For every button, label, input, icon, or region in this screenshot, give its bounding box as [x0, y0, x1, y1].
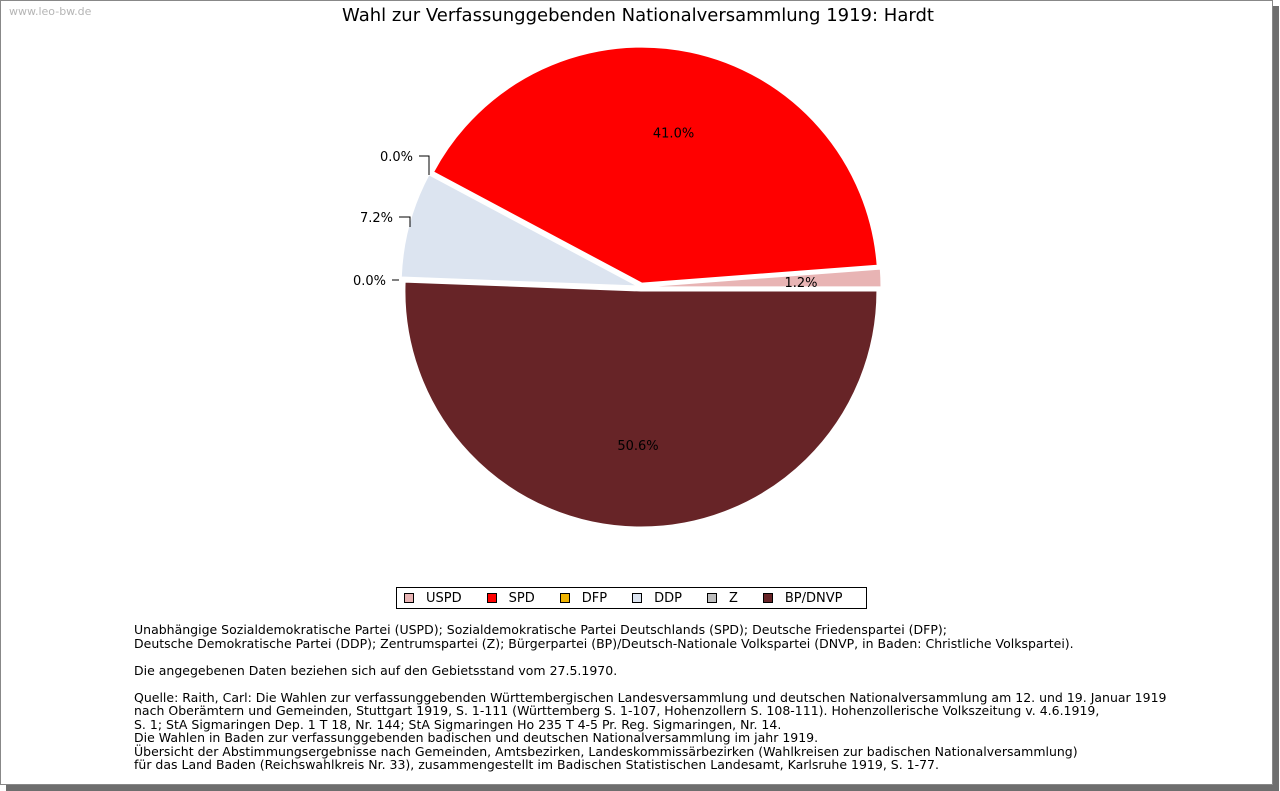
legend-swatch-uspd [404, 593, 414, 603]
slice-label-bp-dnvp: 50.6% [617, 439, 658, 454]
legend-item-bp-dnvp: BP/DNVP [762, 590, 843, 606]
legend-swatch-bp-dnvp [762, 593, 773, 603]
slice-label-z: 0.0% [353, 274, 386, 289]
legend-swatch-ddp [632, 593, 643, 603]
pie-slice-bp-dnvp [404, 281, 878, 528]
watermark: www.leo-bw.de [9, 5, 92, 18]
legend-label-spd: SPD [508, 590, 535, 606]
legend-swatch-dfp [559, 593, 570, 603]
pie-slice-z [401, 277, 638, 288]
pie-slice-ddp [400, 174, 638, 287]
chart-title: Wahl zur Verfassunggebenden Nationalvers… [342, 5, 934, 26]
legend-label-dfp: DFP [581, 590, 608, 606]
territory-note: Die angegebenen Daten beziehen sich auf … [134, 662, 618, 678]
pie-chart: 1.2% 41.0% 0.0% 7.2% 0.0% 50.6% [353, 46, 882, 528]
legend-item-dfp: DFP [559, 590, 608, 606]
legend-swatch-z [706, 593, 717, 603]
legend-item-uspd: USPD [404, 591, 462, 606]
legend-label-ddp: DDP [654, 590, 682, 606]
slice-label-ddp: 7.2% [360, 211, 393, 226]
legend-label-bp-dnvp: BP/DNVP [784, 590, 843, 606]
legend-item-ddp: DDP [632, 591, 682, 606]
pie-slice-spd [432, 46, 878, 284]
leader-line-ddp [399, 216, 411, 227]
notes: Unabhängige Sozialdemokratische Partei (… [134, 623, 1234, 785]
pie-slice-uspd [644, 268, 882, 288]
legend-label-z: Z [728, 590, 738, 606]
legend-swatch-spd [486, 593, 497, 603]
legend-label-uspd: USPD [426, 590, 462, 606]
legend: USPD SPD DFP DDP Z BP/DNVP [396, 587, 867, 609]
source-note: Quelle: Raith, Carl: Die Wahlen zur verf… [134, 689, 1167, 772]
leader-line-dfp [419, 155, 430, 175]
slice-label-spd: 41.0% [653, 126, 694, 141]
legend-item-spd: SPD [486, 590, 535, 606]
legend-item-z: Z [706, 590, 738, 606]
slice-label-uspd: 1.2% [784, 276, 817, 291]
party-abbreviations-note: Unabhängige Sozialdemokratische Partei (… [134, 622, 1074, 651]
slice-label-dfp: 0.0% [380, 150, 413, 165]
